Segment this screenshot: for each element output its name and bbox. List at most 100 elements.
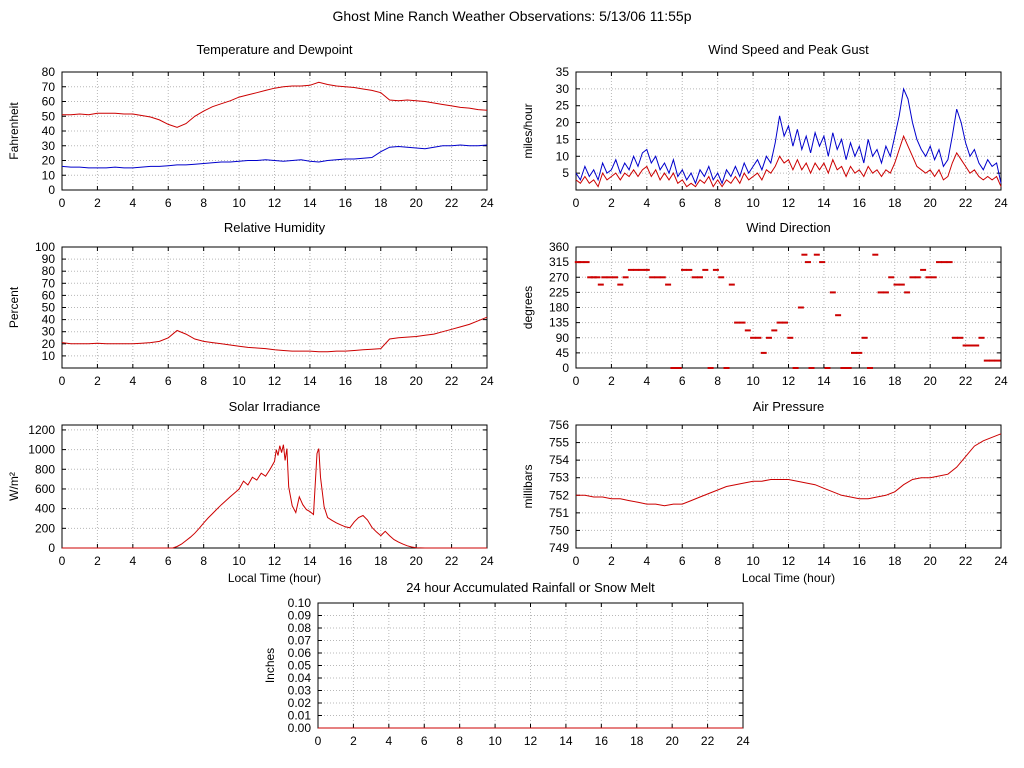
svg-text:752: 752 <box>549 488 569 502</box>
chart-temperature-dewpoint: 0 2 4 6 8 10 12 14 16 18 20 22 24 0 10 20 30 40 50 60 70 80 Te… <box>0 40 512 216</box>
svg-text:749: 749 <box>549 541 569 555</box>
svg-text:24: 24 <box>994 554 1008 568</box>
svg-text:22: 22 <box>445 374 459 388</box>
svg-text:12: 12 <box>782 196 796 210</box>
svg-text:18: 18 <box>374 196 388 210</box>
svg-text:750: 750 <box>549 523 569 537</box>
chart-title-temperature-dewpoint: Temperature and Dewpoint <box>196 42 352 57</box>
svg-text:6: 6 <box>679 374 686 388</box>
x-tick-labels-relative-humidity: 0 2 4 6 8 10 12 14 16 18 20 22 24 <box>59 374 494 388</box>
x-tick-labels-temperature-dewpoint: 0 2 4 6 8 10 12 14 16 18 20 22 24 <box>59 196 494 210</box>
svg-text:70: 70 <box>42 276 56 290</box>
series-dewpoint <box>61 144 488 169</box>
svg-text:90: 90 <box>42 252 56 266</box>
svg-text:0.09: 0.09 <box>288 609 312 623</box>
svg-text:0.06: 0.06 <box>288 646 312 660</box>
svg-text:22: 22 <box>959 374 973 388</box>
svg-text:2: 2 <box>94 196 101 210</box>
svg-text:90: 90 <box>556 331 570 345</box>
svg-text:4: 4 <box>643 374 650 388</box>
y-tick-labels-air-pressure: 749 750 751 752 753 754 755 756 <box>549 418 569 555</box>
chart-air-pressure: 0 2 4 6 8 10 12 14 16 18 20 22 24 749 750 751 752 753 754 7… <box>512 395 1024 591</box>
svg-text:12: 12 <box>524 734 538 748</box>
svg-text:10: 10 <box>746 374 760 388</box>
chart-title-wind-direction: Wind Direction <box>746 220 831 235</box>
svg-text:20: 20 <box>409 196 423 210</box>
y-axis-label-solar-irradiance: W/m² <box>7 472 21 501</box>
svg-text:22: 22 <box>445 196 459 210</box>
chart-svg-relative-humidity: 0 2 4 6 8 10 12 14 16 18 20 22 241020304050607080901… <box>7 220 494 388</box>
chart-title-solar-irradiance: Solar Irradiance <box>229 399 321 414</box>
svg-text:4: 4 <box>643 196 650 210</box>
svg-text:16: 16 <box>595 734 609 748</box>
svg-text:2: 2 <box>94 374 101 388</box>
svg-text:225: 225 <box>549 285 569 299</box>
svg-text:8: 8 <box>714 554 721 568</box>
svg-text:14: 14 <box>303 196 317 210</box>
svg-text:20: 20 <box>665 734 679 748</box>
y-tick-labels-wind-speed-gust: 5 10 15 20 25 30 35 <box>556 65 570 180</box>
series-temperature <box>62 81 488 128</box>
gridlines-rainfall <box>318 603 743 728</box>
svg-text:14: 14 <box>817 554 831 568</box>
svg-text:8: 8 <box>714 374 721 388</box>
svg-text:20: 20 <box>409 374 423 388</box>
svg-text:0.00: 0.00 <box>288 721 312 735</box>
svg-text:10: 10 <box>556 149 570 163</box>
svg-text:0.03: 0.03 <box>288 684 312 698</box>
svg-text:10: 10 <box>746 196 760 210</box>
svg-text:1000: 1000 <box>28 443 55 457</box>
x-axis-label-solar-irradiance: Local Time (hour) <box>228 571 321 585</box>
svg-text:18: 18 <box>888 374 902 388</box>
chart-title-rainfall: 24 hour Accumulated Rainfall or Snow Mel… <box>406 580 655 595</box>
svg-text:0: 0 <box>573 374 580 388</box>
x-tick-labels-solar-irradiance: 0 2 4 6 8 10 12 14 16 18 20 22 24 <box>59 554 494 568</box>
svg-text:24: 24 <box>480 196 494 210</box>
svg-text:400: 400 <box>35 502 55 516</box>
svg-text:22: 22 <box>959 554 973 568</box>
svg-text:35: 35 <box>556 65 570 79</box>
tick-marks-wind-speed-gust <box>575 71 1002 190</box>
tick-marks-relative-humidity <box>61 246 488 368</box>
page-title: Ghost Mine Ranch Weather Observations: 5… <box>332 8 692 24</box>
svg-text:6: 6 <box>165 554 172 568</box>
chart-relative-humidity: 0 2 4 6 8 10 12 14 16 18 20 22 24 10 20 30 40 50 60 70 80 90 1… <box>0 218 512 394</box>
svg-text:12: 12 <box>268 196 282 210</box>
svg-text:18: 18 <box>630 734 644 748</box>
svg-text:12: 12 <box>782 554 796 568</box>
svg-text:135: 135 <box>549 316 569 330</box>
svg-text:0.05: 0.05 <box>288 659 312 673</box>
svg-text:0: 0 <box>48 541 55 555</box>
svg-text:754: 754 <box>549 453 569 467</box>
y-tick-labels-solar-irradiance: 0 200 400 600 800 1000 1200 <box>28 423 55 555</box>
svg-text:22: 22 <box>445 554 459 568</box>
svg-text:10: 10 <box>746 554 760 568</box>
chart-title-air-pressure: Air Pressure <box>753 399 825 414</box>
y-axis-label-wind-speed-gust: miles/hour <box>521 103 535 158</box>
svg-text:12: 12 <box>268 374 282 388</box>
svg-text:0: 0 <box>315 734 322 748</box>
svg-text:4: 4 <box>129 374 136 388</box>
svg-text:20: 20 <box>923 196 937 210</box>
svg-text:80: 80 <box>42 65 56 79</box>
svg-text:751: 751 <box>549 506 569 520</box>
svg-text:14: 14 <box>303 554 317 568</box>
x-tick-labels-wind-speed-gust: 0 2 4 6 8 10 12 14 16 18 20 22 24 <box>573 196 1008 210</box>
svg-text:18: 18 <box>374 374 388 388</box>
svg-text:8: 8 <box>456 734 463 748</box>
svg-text:4: 4 <box>385 734 392 748</box>
svg-text:0: 0 <box>573 196 580 210</box>
x-axis-label-air-pressure: Local Time (hour) <box>742 571 835 585</box>
svg-text:2: 2 <box>94 554 101 568</box>
svg-text:70: 70 <box>42 80 56 94</box>
x-tick-labels-wind-direction: 0 2 4 6 8 10 12 14 16 18 20 22 24 <box>573 374 1008 388</box>
y-axis-label-air-pressure: millibars <box>521 464 535 508</box>
svg-text:2: 2 <box>350 734 357 748</box>
chart-svg-temperature-dewpoint: 0 2 4 6 8 10 12 14 16 18 20 22 2401020304050607080Te… <box>7 42 494 210</box>
tick-marks-solar-irradiance <box>61 425 488 549</box>
svg-text:0: 0 <box>573 554 580 568</box>
